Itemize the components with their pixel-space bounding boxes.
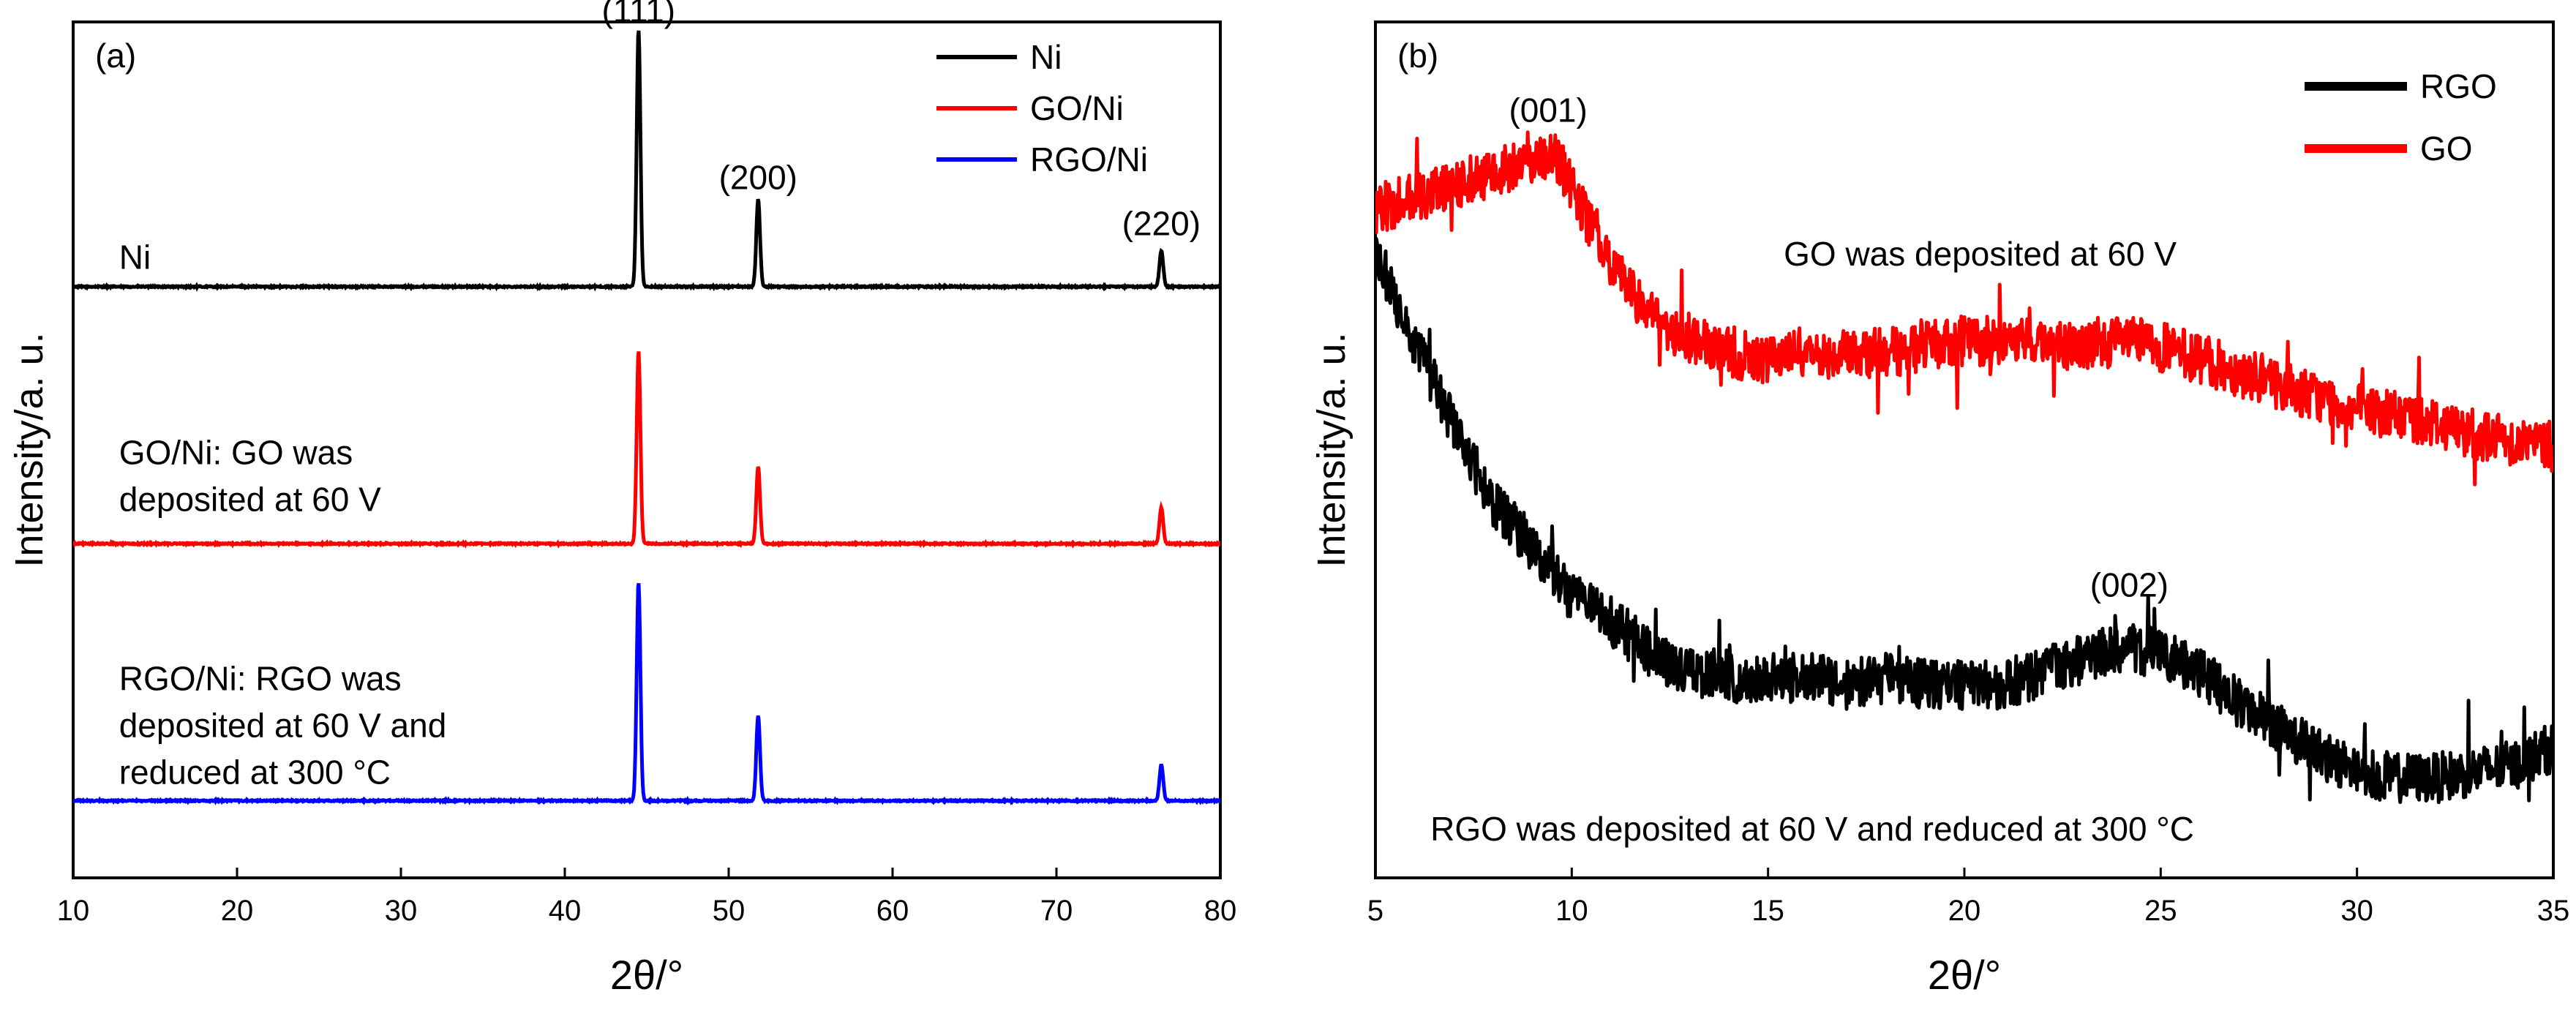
- legend-label: RGO/Ni: [1030, 140, 1148, 178]
- x-tick-label: 20: [1948, 895, 1981, 927]
- x-tick-label: 50: [713, 895, 746, 927]
- panel-label: (a): [95, 37, 136, 75]
- chart-panel-a: 10 20 30 40 50 60 70 80 2θ/° Intensity/a. u. (a) (1…: [7, 0, 1236, 998]
- annotation-text: deposited at 60 V and: [119, 707, 447, 745]
- peak-label: (220): [1122, 205, 1201, 243]
- y-axis-label: Intensity/a. u.: [7, 332, 51, 567]
- annotation-text: RGO/Ni: RGO was: [119, 660, 402, 698]
- x-tick-label: 10: [1555, 895, 1588, 927]
- legend-label: GO/Ni: [1030, 89, 1124, 127]
- x-axis-label: 2θ/°: [1928, 952, 2001, 998]
- y-axis-label: Intensity/a. u.: [1310, 332, 1353, 567]
- x-tick-label: 15: [1751, 895, 1784, 927]
- legend-label: GO: [2420, 129, 2473, 168]
- x-tick-label: 40: [549, 895, 582, 927]
- peak-label: (002): [2090, 566, 2168, 604]
- series-line-RGO: [1375, 236, 2553, 805]
- x-tick-label: 35: [2537, 895, 2570, 927]
- legend-label: Ni: [1030, 38, 1062, 76]
- x-tick-label: 25: [2144, 895, 2177, 927]
- x-tick-label: 30: [2340, 895, 2373, 927]
- series-line-GO/Ni: [73, 351, 1220, 549]
- plot-frame: [72, 20, 1222, 879]
- panel-label: (b): [1397, 37, 1438, 75]
- annotation-text: deposited at 60 V: [119, 480, 381, 518]
- legend-label: RGO: [2420, 67, 2497, 105]
- peak-label: (001): [1509, 91, 1587, 129]
- annotation-text: RGO was deposited at 60 V and reduced at…: [1430, 810, 2194, 848]
- x-axis-label: 2θ/°: [610, 952, 683, 998]
- annotation-text: reduced at 300 °C: [119, 753, 391, 792]
- x-tick-label: 20: [221, 895, 254, 927]
- x-tick-label: 5: [1367, 895, 1383, 927]
- annotation-text: GO/Ni: GO was: [119, 433, 353, 471]
- chart-panel-b: 5 10 15 20 25 30 35 2θ/° Intensity/a. u. (b) (001)…: [1310, 20, 2570, 998]
- series-line-Ni: [73, 30, 1220, 292]
- x-tick-label: 70: [1040, 895, 1073, 927]
- x-tick-label: 30: [385, 895, 418, 927]
- x-tick-label: 10: [57, 895, 90, 927]
- peak-label: (111): [602, 0, 676, 29]
- annotation-text: GO was deposited at 60 V: [1784, 235, 2177, 273]
- peak-label: (200): [719, 158, 797, 196]
- x-tick-label: 80: [1204, 895, 1237, 927]
- x-tick-label: 60: [876, 895, 909, 927]
- series-line-RGO/Ni: [73, 583, 1220, 806]
- series-line-GO: [1375, 130, 2553, 486]
- annotation-text: Ni: [119, 238, 151, 276]
